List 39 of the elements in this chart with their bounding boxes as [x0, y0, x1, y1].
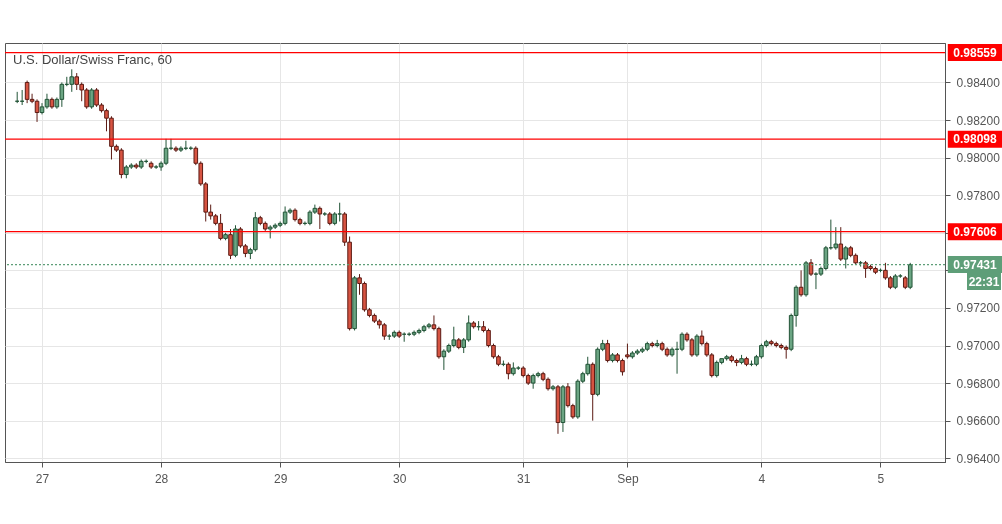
ref-line-label: 0.97606 — [953, 224, 998, 239]
text: 22:31 — [968, 274, 1000, 289]
x-tick-label: 30 — [393, 471, 407, 486]
candlestick — [605, 339, 610, 363]
y-tick-label: 0.97000 — [956, 339, 1001, 354]
candlestick — [694, 333, 700, 358]
x-tick-label: 28 — [154, 471, 169, 486]
text: U.S. Dollar/Swiss Franc, 60 — [13, 52, 172, 67]
candlestick — [228, 228, 233, 260]
x-tick-label: Sep — [617, 471, 639, 486]
candlestick — [426, 322, 432, 330]
candlestick — [317, 205, 323, 230]
candlestick — [178, 145, 184, 153]
y-tick-label: 0.96800 — [956, 376, 1001, 391]
x-tick-label: 4 — [758, 471, 766, 486]
candlestick — [441, 348, 447, 371]
y-tick-label: 0.98400 — [956, 75, 1001, 90]
y-tick-label: 0.96600 — [956, 414, 1001, 429]
candlestick — [173, 145, 179, 153]
x-tick-label: 31 — [517, 471, 531, 486]
ref-line-label: 0.97431 — [953, 257, 998, 272]
candlestick — [89, 87, 94, 110]
y-tick-label: 0.96400 — [956, 451, 1001, 466]
x-tick-label: 29 — [273, 471, 288, 486]
y-tick-label: 0.97800 — [956, 188, 1001, 203]
y-tick-label: 0.97200 — [956, 301, 1001, 316]
x-tick-label: 5 — [877, 471, 885, 486]
candlestick — [69, 68, 75, 93]
candlestick — [798, 269, 804, 298]
candlestick — [550, 384, 556, 392]
candlestick — [838, 226, 844, 262]
candlestick — [813, 271, 819, 290]
y-tick-label: 0.98200 — [956, 113, 1001, 128]
x-tick-label: 27 — [35, 471, 50, 486]
ref-line-label: 0.98559 — [953, 45, 998, 60]
ref-line-label: 0.98098 — [953, 132, 998, 147]
y-tick-label: 0.98000 — [956, 151, 1001, 166]
candlestick — [907, 262, 913, 290]
candlestick — [843, 245, 849, 269]
